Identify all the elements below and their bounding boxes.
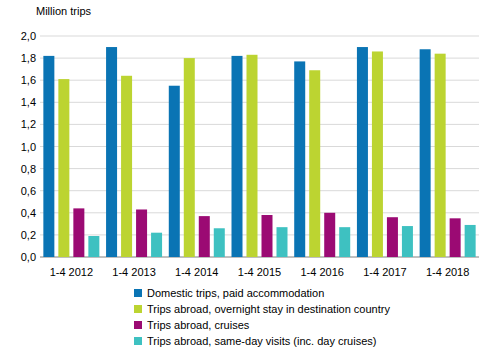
bar (73, 208, 84, 257)
y-tick-label: 0,8 (21, 163, 36, 175)
bar (106, 47, 117, 257)
x-tick-label: 1-4 2017 (363, 266, 406, 278)
chart: Million trips 0,0 0,2 0,4 0,6 0,8 1,0 1,2 1,4 1,6… (0, 0, 491, 359)
x-tick-label: 1-4 2014 (175, 266, 218, 278)
bar (339, 227, 350, 257)
x-tick-label: 1-4 2015 (238, 266, 281, 278)
grid-line (40, 36, 479, 37)
bar (262, 215, 273, 257)
legend-swatch (134, 337, 142, 345)
legend-label: Trips abroad, cruises (147, 319, 250, 331)
y-axis-label: Million trips (36, 5, 92, 17)
y-tick-label: 0,0 (21, 251, 36, 263)
y-tick-label: 1,0 (21, 141, 36, 153)
bar (58, 79, 69, 257)
grid-line (40, 234, 479, 235)
bar (277, 227, 288, 257)
legend-label: Domestic trips, paid accommodation (147, 287, 324, 299)
legend-swatch (134, 289, 142, 297)
bar (43, 56, 54, 257)
bar (169, 86, 180, 257)
bar (435, 54, 446, 257)
x-tick-label: 1-4 2013 (112, 266, 155, 278)
bar (214, 228, 225, 257)
bar (184, 58, 195, 257)
bar (372, 51, 383, 257)
bar (324, 213, 335, 257)
bar (232, 56, 243, 257)
grid-line (40, 212, 479, 213)
bar (121, 76, 132, 257)
grid-line (40, 190, 479, 191)
bar (357, 47, 368, 257)
legend-label: Trips abroad, overnight stay in destinat… (147, 303, 390, 315)
bar (450, 218, 461, 257)
grid-line (40, 257, 479, 258)
legend-swatch (134, 321, 142, 329)
grid-line (40, 58, 479, 59)
bar (199, 216, 210, 257)
y-tick-label: 2,0 (21, 30, 36, 42)
x-tick-label: 1-4 2016 (300, 266, 343, 278)
y-tick-label: 1,4 (21, 96, 36, 108)
grid-line (40, 80, 479, 81)
x-tick-label: 1-4 2012 (50, 266, 93, 278)
y-tick-label: 0,6 (21, 185, 36, 197)
legend-swatch (134, 305, 142, 313)
bar (387, 217, 398, 257)
grid-line (40, 146, 479, 147)
bar (420, 49, 431, 257)
bar (402, 226, 413, 257)
grid-line (40, 124, 479, 125)
y-tick-label: 1,8 (21, 52, 36, 64)
bar (309, 70, 320, 257)
bar (136, 209, 147, 257)
y-tick-label: 0,2 (21, 229, 36, 241)
bar (151, 233, 162, 257)
bar (294, 61, 305, 257)
y-tick-label: 0,4 (21, 207, 36, 219)
bar (88, 236, 99, 257)
y-tick-label: 1,6 (21, 74, 36, 86)
grid-line (40, 168, 479, 169)
bar (465, 225, 476, 257)
bar (247, 55, 258, 257)
legend-label: Trips abroad, same-day visits (inc. day … (147, 335, 376, 347)
x-tick-label: 1-4 2018 (426, 266, 469, 278)
grid-line (40, 102, 479, 103)
bars (43, 47, 475, 257)
y-tick-label: 1,2 (21, 118, 36, 130)
